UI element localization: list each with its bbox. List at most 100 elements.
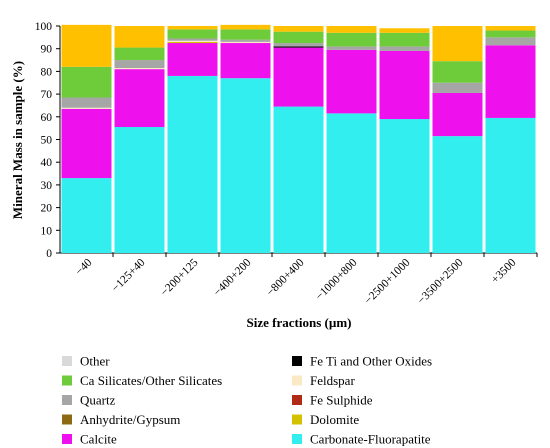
legend-item: Dolomite (292, 412, 359, 427)
y-tick-label: 90 (41, 44, 53, 56)
legend-swatch (62, 356, 72, 366)
bar-segment (432, 61, 483, 83)
bar-segment (220, 43, 271, 79)
bar-segment (273, 47, 324, 107)
bar-segment (167, 29, 218, 39)
y-tick-label: 70 (41, 89, 53, 101)
bar-segment (379, 28, 430, 33)
bar-segment (326, 26, 377, 33)
bar-segment (273, 26, 324, 32)
legend-swatch (292, 395, 302, 405)
legend-label: Fe Ti and Other Oxides (310, 354, 432, 369)
bar-segment (220, 39, 271, 42)
bar-segment (114, 127, 165, 253)
bar-stack (273, 26, 324, 254)
bar-segment (220, 24, 271, 30)
x-tick-label: −125+40 (110, 256, 148, 294)
plot-area: 0 10 20 30 40 50 60 70 80 90 100 −40 −125+40 −200+125… (35, 21, 538, 307)
legend-item: Fe Sulphide (292, 393, 373, 408)
legend-swatch (62, 414, 72, 425)
bar-stack (485, 26, 536, 253)
x-tick-label: −200+125 (159, 256, 201, 298)
bar-segment (485, 30, 536, 38)
bar-segment (167, 75, 218, 253)
y-tick-label: 80 (41, 66, 53, 78)
y-axis-title: Mineral Mass in sample (%) (10, 61, 25, 219)
y-tick-label: 0 (46, 248, 52, 260)
legend-swatch (62, 375, 72, 386)
bar-stack (61, 24, 112, 253)
bar-segment (114, 69, 165, 128)
bar-segment (485, 45, 536, 118)
x-tick-label: −40 (73, 256, 94, 277)
bar-segment (432, 82, 483, 93)
x-tick-label: −1000+800 (313, 256, 359, 302)
bar-segment (326, 113, 377, 254)
bar-segment (273, 43, 324, 47)
legend-item: Carbonate-Fluorapatite (292, 432, 431, 447)
bar-stack (114, 26, 165, 253)
legend-label: Ca Silicates/Other Silicates (80, 373, 222, 388)
bar-segment (167, 41, 218, 44)
bar-segment (379, 119, 430, 253)
legend: Other Fe Ti and Other Oxides Ca Silicates/… (62, 354, 432, 447)
bar-segment (61, 24, 112, 67)
legend-label: Quartz (80, 393, 116, 408)
legend-label: Dolomite (310, 412, 359, 427)
bar-segment (379, 46, 430, 51)
legend-swatch (292, 414, 302, 425)
legend-swatch (62, 434, 72, 444)
bar-segment (485, 26, 536, 31)
bar-segment (114, 60, 165, 68)
bar-segment (485, 117, 536, 253)
bar-segment (220, 41, 271, 44)
bar-segment (326, 46, 377, 50)
x-axis-title: Size fractions (µm) (247, 315, 352, 330)
y-tick-label: 60 (41, 112, 53, 124)
bar-segment (326, 49, 377, 114)
legend-item: Anhydrite/Gypsum (62, 412, 180, 427)
legend-item: Quartz (62, 393, 116, 408)
y-tick-label: 100 (35, 21, 53, 33)
legend-label: Other (80, 354, 110, 369)
bar-segment (114, 67, 165, 70)
legend-item: Feldspar (292, 373, 355, 388)
bar-segment (326, 32, 377, 47)
legend-swatch (292, 375, 302, 386)
legend-label: Feldspar (310, 373, 355, 388)
bar-segment (167, 40, 218, 42)
bar-segment (167, 38, 218, 41)
bar-segment (220, 29, 271, 40)
legend-label: Carbonate-Fluorapatite (310, 432, 431, 447)
legend-item: Ca Silicates/Other Silicates (62, 373, 222, 388)
bar-segment (432, 92, 483, 137)
bar-segment (167, 26, 218, 30)
x-tick-label: +3500 (489, 256, 519, 286)
legend-item: Other (62, 354, 110, 369)
bar-segment (167, 43, 218, 76)
legend-swatch (62, 395, 72, 405)
legend-item: Fe Ti and Other Oxides (292, 354, 432, 369)
legend-swatch (292, 434, 302, 444)
bar-segment (379, 32, 430, 47)
legend-swatch (292, 356, 302, 366)
bar-segment (61, 107, 112, 109)
bar-segment (273, 31, 324, 44)
legend-label: Calcite (80, 432, 117, 447)
x-tick-label: −3500+2500 (415, 256, 465, 306)
bar-stack (167, 26, 218, 253)
bar-segment (432, 136, 483, 253)
x-tick-label: −800+400 (265, 256, 307, 298)
legend-label: Anhydrite/Gypsum (80, 412, 180, 427)
bar-stack (379, 28, 430, 253)
bar-segment (273, 46, 324, 48)
bar-segment (379, 50, 430, 120)
y-tick-label: 10 (41, 225, 53, 237)
legend-label: Fe Sulphide (310, 393, 373, 408)
y-tick-label: 50 (41, 135, 53, 147)
bar-segment (273, 106, 324, 254)
x-tick-label: −2500+1000 (362, 256, 412, 306)
bar-stack (326, 26, 377, 254)
